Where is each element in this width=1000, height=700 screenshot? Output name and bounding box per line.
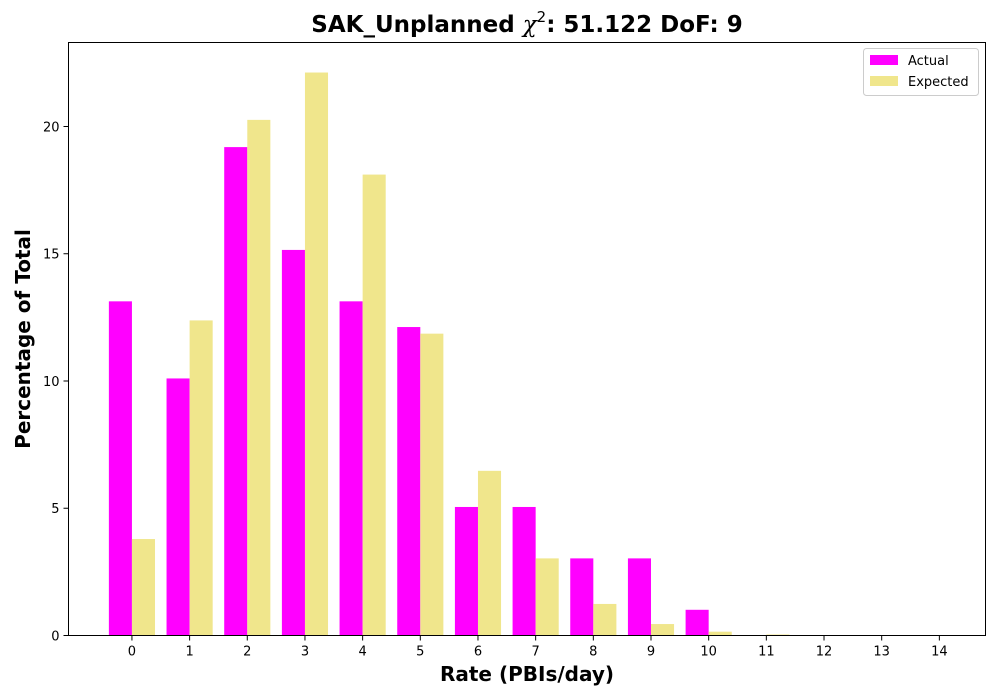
y-tick-label: 20: [43, 120, 60, 135]
legend-label-actual: Actual: [908, 54, 949, 69]
x-tick-label: 4: [358, 645, 366, 660]
chart-title-rest: : 51.122 DoF: 9: [546, 12, 743, 38]
bar-actual-4: [339, 301, 363, 636]
y-tick-label: 0: [51, 630, 59, 645]
bar-expected-5: [420, 333, 444, 636]
chart-title-superscript: 2: [537, 8, 547, 26]
bar-expected-0: [131, 539, 156, 636]
x-tick-label: 7: [532, 645, 540, 660]
x-tick-label: 12: [816, 645, 833, 660]
bar-actual-8: [570, 558, 594, 636]
y-axis-label: Percentage of Total: [11, 229, 35, 449]
x-tick-label: 2: [243, 645, 251, 660]
x-ticks: 0 1 2 3 4 5 6 7 8 9 10 11 12 13 14: [128, 635, 948, 660]
y-tick-label: 5: [51, 502, 59, 517]
x-tick-label: 6: [474, 645, 482, 660]
bar-actual-9: [627, 558, 651, 636]
bar-expected-4: [362, 174, 386, 636]
x-tick-label: 14: [931, 645, 948, 660]
legend: Actual Expected: [863, 48, 979, 96]
x-tick-label: 9: [647, 645, 655, 660]
bar-actual-0: [108, 301, 132, 636]
x-tick-label: 10: [700, 645, 717, 660]
bar-expected-7: [535, 558, 559, 636]
x-tick-label: 5: [416, 645, 424, 660]
x-tick-label: 13: [873, 645, 890, 660]
bar-expected-1: [189, 320, 213, 636]
y-ticks: 0 5 10 15 20: [43, 120, 69, 645]
legend-label-expected: Expected: [908, 75, 969, 90]
bar-expected-2: [247, 119, 271, 636]
x-tick-label: 3: [301, 645, 309, 660]
bar-expected-3: [304, 72, 329, 636]
chart-title: SAK_Unplanned χ2: 51.122 DoF: 9: [311, 8, 742, 38]
x-tick-label: 0: [128, 645, 136, 660]
plot-frame: [68, 42, 986, 636]
bar-expected-10: [708, 631, 732, 636]
bar-actual-3: [281, 249, 305, 636]
x-tick-label: 8: [589, 645, 597, 660]
y-tick-label: 10: [43, 375, 60, 390]
bar-expected-11: [766, 634, 790, 636]
chart-title-main: SAK_Unplanned: [311, 12, 522, 38]
bar-actual-10: [685, 609, 709, 636]
bar-actual-6: [454, 506, 478, 636]
chart-title-chi: χ: [521, 12, 539, 38]
bar-expected-6: [477, 470, 502, 636]
bar-actual-2: [224, 147, 248, 636]
bar-actual-7: [512, 506, 536, 636]
y-tick-label: 15: [43, 248, 60, 263]
bars-group: [108, 72, 848, 636]
bar-actual-1: [166, 378, 190, 636]
bar-actual-5: [397, 327, 421, 636]
bar-expected-8: [593, 603, 617, 636]
x-axis-label: Rate (PBIs/day): [440, 662, 614, 686]
legend-swatch-expected: [870, 76, 898, 86]
bar-expected-9: [650, 624, 675, 636]
x-tick-label: 1: [185, 645, 193, 660]
x-tick-label: 11: [758, 645, 775, 660]
legend-swatch-actual: [870, 55, 898, 65]
